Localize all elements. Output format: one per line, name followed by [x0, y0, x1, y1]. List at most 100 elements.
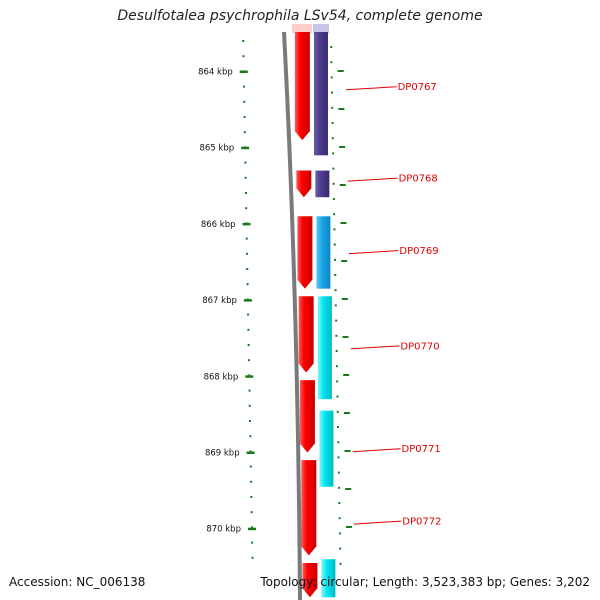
major-tick-868 — [245, 375, 254, 378]
minor-tick-dot — [243, 100, 246, 103]
reverse-gene-bar — [321, 559, 336, 598]
minor-tick-dot — [247, 359, 250, 362]
minor-tick-dot — [249, 465, 252, 468]
callout-line — [350, 345, 400, 350]
reverse-gene-bar — [319, 410, 334, 487]
minor-tick-dash — [337, 70, 344, 72]
minor-tick-dot — [250, 480, 253, 483]
minor-tick-dash — [338, 108, 345, 110]
forward-gene-arrow — [294, 32, 310, 141]
scale-tick-label: 870 kbp — [206, 525, 241, 535]
minor-tick-dot — [331, 122, 334, 124]
minor-tick-dot — [331, 137, 334, 140]
major-tick-870 — [247, 527, 256, 531]
gene-label-dp0770: DP0770 — [400, 341, 439, 352]
minor-tick-dot — [250, 496, 253, 498]
reverse-track-top-tint — [313, 24, 329, 33]
major-tick-864 — [239, 70, 248, 73]
minor-tick-dash — [343, 412, 350, 414]
minor-tick-dot — [244, 161, 247, 164]
minor-tick-dot — [243, 85, 246, 88]
genome-backbone — [282, 31, 302, 600]
minor-tick-dash — [342, 336, 349, 338]
minor-tick-dot — [330, 46, 333, 48]
minor-tick-dot — [335, 365, 338, 368]
topology-text: Topology: circular; Length: 3,523,383 bp… — [260, 575, 590, 589]
minor-tick-dot — [249, 420, 252, 422]
major-tick-865 — [241, 146, 250, 150]
forward-gene-arrow — [297, 216, 313, 289]
callout-line — [352, 448, 401, 453]
minor-tick-dash — [344, 450, 351, 452]
minor-tick-dot — [251, 556, 254, 559]
minor-tick-dot — [249, 435, 252, 438]
minor-tick-dot — [248, 389, 251, 392]
scale-tick-label: 867 kbp — [202, 296, 237, 306]
minor-tick-dot — [330, 61, 333, 64]
minor-tick-dot — [335, 350, 338, 352]
minor-tick-dot — [336, 395, 339, 398]
minor-tick-dot — [246, 283, 249, 286]
minor-tick-dot — [246, 268, 249, 270]
minor-tick-dot — [333, 213, 336, 216]
minor-tick-dot — [242, 55, 245, 58]
minor-tick-dot — [334, 304, 337, 307]
major-tick-867 — [243, 299, 252, 302]
minor-tick-dot — [333, 243, 336, 246]
minor-tick-dot — [332, 152, 335, 155]
reverse-gene-bar — [316, 216, 331, 289]
minor-tick-dash — [343, 374, 350, 376]
minor-tick-dot — [242, 40, 245, 42]
gene-label-dp0767: DP0767 — [398, 82, 437, 93]
minor-tick-dash — [339, 146, 346, 148]
scale-tick-label: 869 kbp — [205, 449, 240, 459]
minor-tick-dot — [335, 319, 338, 322]
scale-tick-label: 865 kbp — [199, 144, 234, 154]
minor-tick-dot — [334, 258, 337, 261]
minor-tick-dot — [333, 228, 336, 231]
forward-gene-arrow — [296, 170, 312, 198]
minor-tick-dot — [338, 532, 341, 535]
minor-tick-dot — [247, 313, 250, 316]
callout-line — [347, 177, 398, 182]
genome-title: Desulfotalea psychrophila LSv54, complet… — [117, 8, 483, 24]
callout-line — [345, 86, 397, 91]
major-tick-866 — [242, 222, 251, 226]
scale-tick-label: 868 kbp — [204, 372, 239, 382]
minor-tick-dot — [338, 517, 341, 520]
minor-tick-dot — [332, 167, 335, 170]
minor-tick-dash — [345, 488, 352, 490]
minor-tick-dot — [334, 274, 337, 276]
minor-tick-dot — [334, 289, 337, 292]
minor-tick-dot — [337, 441, 340, 444]
minor-tick-dot — [247, 328, 250, 331]
minor-tick-dash — [341, 298, 348, 300]
accession-text: Accession: NC_006138 — [9, 575, 146, 589]
minor-tick-dot — [331, 106, 334, 109]
scale-tick-label: 864 kbp — [198, 68, 233, 78]
minor-tick-dot — [338, 502, 341, 504]
minor-tick-dot — [336, 410, 339, 413]
minor-tick-dash — [341, 260, 348, 262]
minor-tick-dot — [339, 547, 342, 550]
minor-tick-dot — [332, 182, 335, 185]
gene-label-dp0772: DP0772 — [402, 517, 441, 528]
minor-tick-dot — [336, 380, 339, 383]
minor-tick-dot — [337, 471, 340, 474]
minor-tick-dot — [335, 334, 338, 337]
forward-gene-arrow — [301, 460, 317, 556]
minor-tick-dot — [243, 116, 246, 118]
gene-label-dp0768: DP0768 — [399, 174, 438, 185]
callout-line — [353, 520, 402, 525]
gene-label-dp0771: DP0771 — [402, 444, 441, 455]
minor-tick-dot — [338, 486, 341, 489]
minor-tick-dot — [245, 207, 248, 210]
minor-tick-dot — [243, 131, 246, 134]
minor-tick-dot — [331, 91, 334, 94]
forward-gene-arrow — [298, 296, 314, 373]
forward-gene-arrow — [302, 562, 318, 598]
minor-tick-dot — [332, 198, 335, 200]
minor-tick-dot — [247, 344, 250, 346]
